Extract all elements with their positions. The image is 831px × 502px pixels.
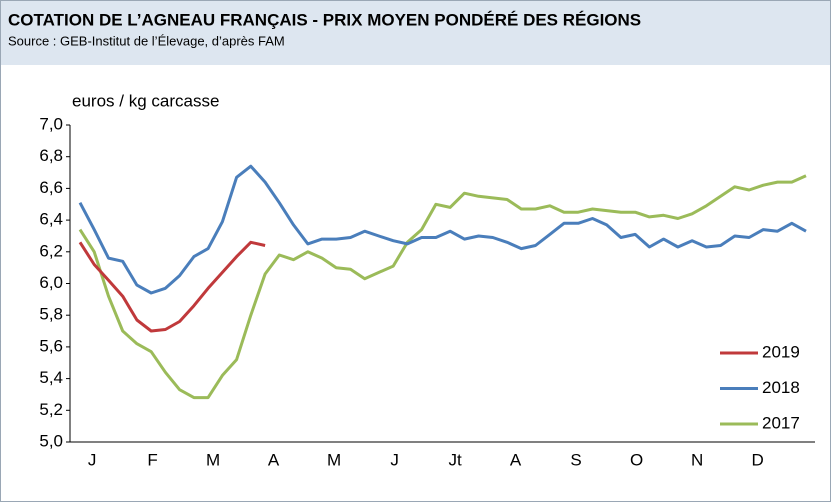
y-tick-label: 6,0 — [39, 273, 63, 292]
header — [1, 1, 830, 65]
x-tick-label: J — [88, 450, 97, 469]
y-tick-label: 5,4 — [39, 368, 63, 387]
legend-label: 2019 — [762, 342, 800, 361]
x-tick-label: F — [147, 450, 157, 469]
x-tick-label: J — [390, 450, 399, 469]
x-tick-label: N — [691, 450, 703, 469]
x-tick-label: S — [570, 450, 581, 469]
y-tick-label: 6,4 — [39, 210, 63, 229]
y-tick-label: 7,0 — [39, 114, 63, 133]
legend-label: 2017 — [762, 413, 800, 432]
y-tick-label: 5,6 — [39, 336, 63, 355]
legend-label: 2018 — [762, 378, 800, 397]
chart-title: COTATION DE L’AGNEAU FRANÇAIS - PRIX MOY… — [8, 10, 641, 29]
x-tick-label: Jt — [448, 450, 462, 469]
x-tick-label: D — [751, 450, 763, 469]
y-tick-label: 5,8 — [39, 305, 63, 324]
series-line — [78, 164, 807, 295]
x-tick-label: A — [268, 450, 280, 469]
y-tick-label: 6,2 — [39, 241, 63, 260]
x-tick-label: M — [206, 450, 220, 469]
x-tick-label: M — [327, 450, 341, 469]
y-tick-label: 5,2 — [39, 400, 63, 419]
x-tick-label: O — [630, 450, 643, 469]
y-tick-label: 6,6 — [39, 178, 63, 197]
y-tick-label: 6,8 — [39, 146, 63, 165]
series-line — [78, 174, 807, 400]
y-tick-label: 5,0 — [39, 431, 63, 450]
x-tick-label: A — [510, 450, 522, 469]
y-axis-label: euros / kg carcasse — [72, 91, 219, 110]
series-line — [78, 240, 266, 333]
subtitle: Source : GEB-Institut de l’Élevage, d’ap… — [8, 33, 285, 48]
